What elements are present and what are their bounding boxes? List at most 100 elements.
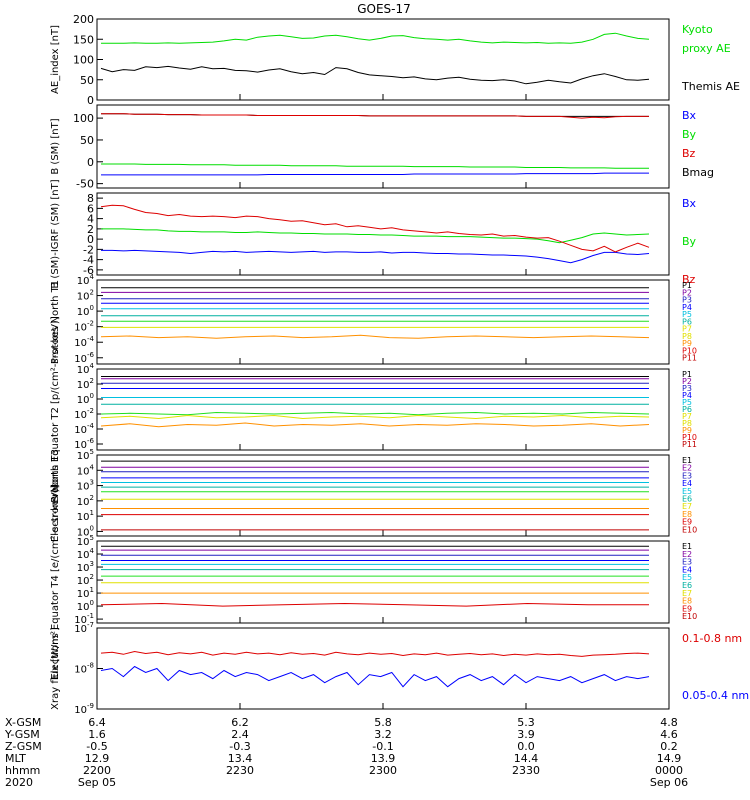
y-tick-label: 103 [77,560,94,574]
legend-entry: P4 [682,303,692,312]
y-tick-label: -6 [83,264,94,277]
y-tick-label: 4 [87,213,94,226]
series-label: Kyoto [682,23,713,36]
y-tick-label: 100 [73,54,94,67]
y-tick-label: -4 [83,254,94,267]
ephem-cell: -0.1 [372,740,393,753]
series-line [101,32,650,44]
series-line [100,204,650,253]
ephem-cell: 2300 [369,764,397,777]
legend-entry: P3 [682,384,692,393]
y-tick-label: 10-7 [74,621,94,635]
panel-frame [96,18,670,101]
ephem-cell: 0.2 [660,740,678,753]
legend-entry: P10 [682,346,697,355]
ephem-cell: 4.6 [660,728,678,741]
legend-entry: E4 [682,479,692,488]
y-tick-label: 0 [87,94,94,107]
legend-entry: P9 [682,339,692,348]
series-line [100,414,650,420]
legend-entry: E5 [682,573,692,582]
series-label: 0.05-0.4 nm [682,689,749,702]
legend-entry: P9 [682,426,692,435]
legend-entry: E3 [682,558,692,567]
ephem-cell: 0.0 [517,740,535,753]
ephem-cell: 14.4 [514,752,539,765]
y-tick-label: 150 [73,33,94,46]
legend-entry: E1 [682,542,692,551]
y-tick-label: 10-6 [74,437,94,451]
legend-entry: P2 [682,377,692,386]
y-tick-label: 104 [77,463,95,477]
y-tick-label: 105 [77,534,94,548]
panel-8: 10-7 10-8 10-9 Xray flux [W/m²] 0.1-0.8 nm 0.… [50,621,749,716]
series-line [101,163,649,169]
y-tick-label: 8 [87,192,94,205]
legend-entry: P8 [682,332,692,341]
series-line [100,665,650,688]
legend-entry: E4 [682,565,692,574]
legend-entry: E2 [682,464,692,473]
legend-entry: P2 [682,288,692,297]
series-line [101,228,650,244]
ephem-cell: 1.6 [88,728,106,741]
ephem-cell: 2330 [512,764,540,777]
series-line [100,65,650,85]
legend-entry: E6 [682,495,692,504]
y-axis-label: B (SM) [nT] [50,118,61,174]
ephem-cell: 4.8 [660,716,678,729]
y-tick-label: 101 [77,509,94,523]
legend-entry: P7 [682,412,692,421]
ephem-cell: Sep 05 [78,776,116,789]
ephem-cell: 6.4 [88,716,106,729]
legend-entry: E9 [682,518,692,527]
legend-entry: E8 [682,510,692,519]
y-tick-label: 0 [87,233,94,246]
legend-entry: E6 [682,581,692,590]
series-line [100,422,650,428]
series-label: Themis AE [681,80,740,93]
ephem-cell: 13.9 [371,752,396,765]
ephem-cell: 14.9 [657,752,682,765]
y-axis-label: Electrons North T3 [50,449,61,542]
ephem-cell: 2.4 [231,728,249,741]
legend-entry: P4 [682,391,692,400]
y-tick-label: 10-4 [74,422,94,436]
ephem-cell: 5.3 [517,716,535,729]
legend-entry: E2 [682,550,692,559]
legend-entry: P6 [682,405,692,414]
ephem-cell: 5.8 [374,716,392,729]
y-tick-label: 10-2 [74,407,94,421]
ephem-cell: Sep 06 [650,776,688,789]
legend-entry: E1 [682,456,692,465]
y-tick-label: 10-8 [74,662,94,676]
y-tick-label: 100 [77,599,94,613]
ephem-row-label: Y-GSM [4,728,40,741]
series-label: Bmag [682,166,714,179]
legend-entry: P5 [682,398,692,407]
y-tick-label: 102 [77,494,94,508]
series-label: Bx [682,109,697,122]
legend-entry: E3 [682,471,692,480]
y-tick-label: 104 [77,362,95,376]
y-axis-label: Protons Equator T2 [p/(cm²-s-sr-keV)] [50,316,61,503]
y-axis-label: AE_index [nT] [50,25,61,94]
series-line [100,602,649,607]
y-axis-label: Xray flux [W/m²] [50,627,61,710]
legend-entry: P7 [682,325,692,334]
y-axis-label: Protons North T1 [50,280,61,364]
legend-entry: E7 [682,502,692,511]
ephem-cell: 6.2 [231,716,249,729]
legend-entry: P1 [682,370,692,379]
y-tick-label: 100 [77,304,94,318]
y-tick-label: 105 [77,448,94,462]
legend-entry: E9 [682,604,692,613]
chart-title: GOES-17 [357,2,411,16]
ephem-cell: 3.2 [374,728,392,741]
legend-entry: P1 [682,281,692,290]
